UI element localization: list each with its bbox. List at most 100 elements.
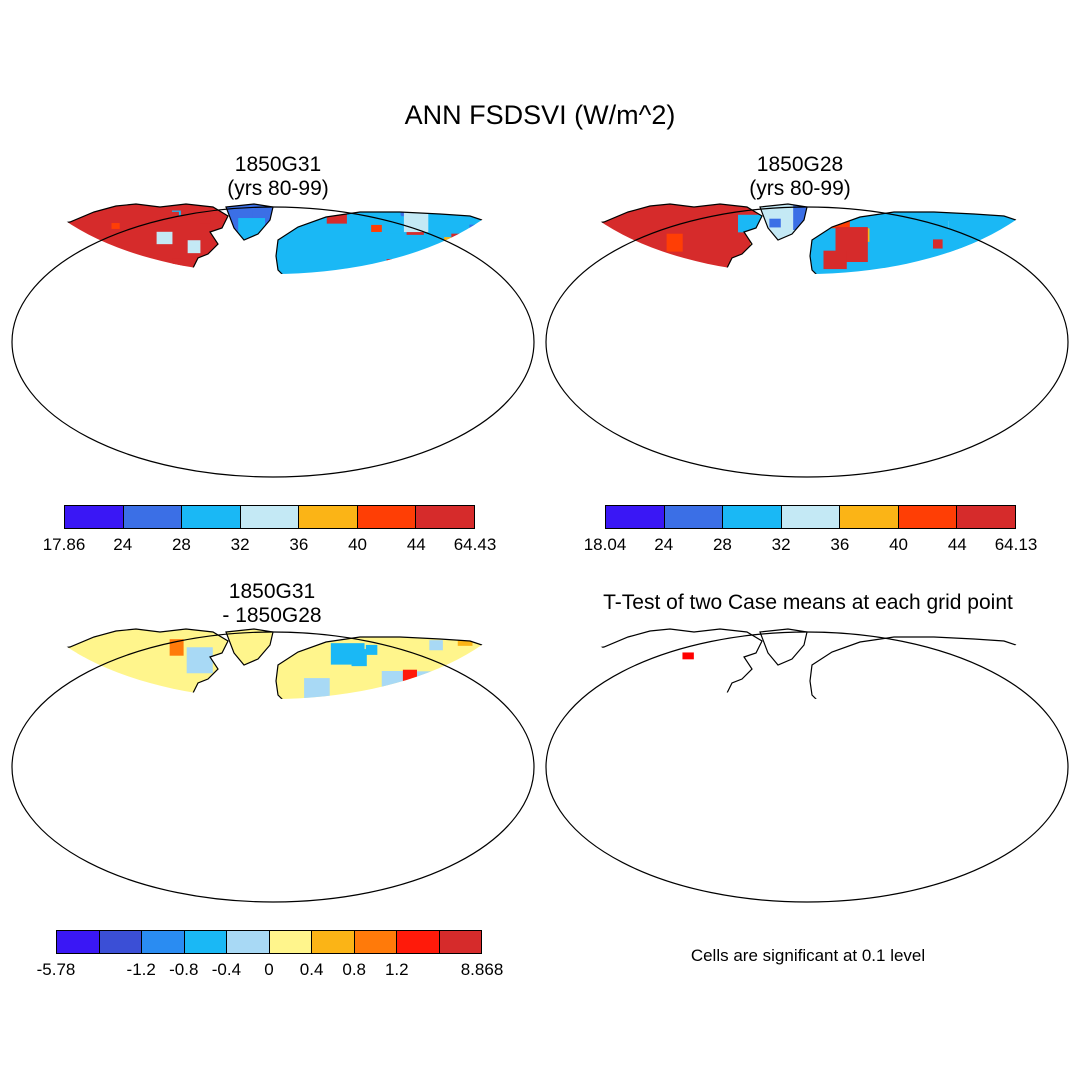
field-cell — [207, 434, 217, 445]
field-cell — [280, 327, 303, 345]
field-cell — [940, 299, 969, 319]
significant-cell — [825, 767, 830, 772]
field-cell — [862, 475, 891, 481]
field-cell — [816, 366, 847, 389]
field-cell — [452, 892, 473, 906]
field-cell — [94, 277, 110, 296]
field-cell — [633, 433, 654, 451]
field-cell — [884, 295, 910, 324]
field-cell — [453, 318, 462, 325]
field-cell — [472, 861, 484, 871]
field-cell — [890, 304, 899, 311]
field-cell — [63, 824, 90, 855]
field-cell — [399, 289, 431, 312]
field-cell — [204, 315, 237, 354]
field-cell — [770, 319, 797, 351]
field-cell — [560, 255, 574, 267]
field-cell — [190, 320, 204, 337]
field-cell — [705, 397, 736, 429]
field-cell — [375, 836, 395, 858]
field-cell — [120, 367, 137, 379]
field-cell — [967, 479, 978, 481]
map-difference — [8, 628, 538, 906]
field-cell — [28, 656, 53, 676]
field-cell — [866, 416, 888, 435]
field-cell — [84, 440, 106, 466]
field-cell — [657, 268, 674, 281]
field-cell — [434, 291, 444, 300]
significant-cell — [810, 795, 821, 806]
field-cell — [395, 285, 411, 301]
field-cell — [381, 298, 404, 317]
field-cell — [405, 418, 421, 429]
significant-cell — [672, 836, 679, 841]
field-cell — [241, 390, 262, 413]
field-cell — [172, 714, 199, 732]
field-cell — [137, 319, 164, 338]
field-cell — [408, 308, 429, 321]
field-cell — [485, 766, 506, 786]
field-cell — [343, 724, 364, 741]
field-cell — [584, 423, 616, 456]
field-cell — [181, 844, 196, 854]
field-cell — [91, 721, 109, 738]
field-cell — [495, 649, 503, 658]
field-cell — [372, 263, 405, 289]
field-cell — [667, 390, 675, 396]
field-cell — [504, 460, 517, 475]
field-cell — [51, 856, 69, 868]
significant-cell — [920, 712, 925, 715]
field-cell — [544, 391, 575, 417]
field-cell — [570, 261, 582, 275]
field-cell — [57, 474, 71, 481]
field-cell — [1015, 272, 1032, 283]
field-cell — [138, 698, 166, 728]
field-cell — [270, 429, 282, 440]
field-cell — [128, 352, 153, 381]
field-cell — [514, 686, 528, 698]
field-cell — [1042, 234, 1058, 246]
field-cell — [247, 804, 281, 836]
field-cell — [987, 329, 1014, 360]
field-cell — [351, 707, 374, 732]
field-cell — [717, 438, 733, 453]
field-cell — [790, 286, 803, 298]
field-cell — [75, 800, 108, 835]
field-cell — [399, 448, 432, 476]
field-cell — [426, 354, 456, 388]
field-cell — [670, 406, 680, 417]
field-cell — [410, 272, 423, 274]
field-cell — [384, 352, 405, 367]
field-cell — [593, 350, 602, 356]
field-cell — [311, 461, 324, 476]
field-cell — [883, 425, 894, 436]
field-cell — [387, 760, 399, 768]
significant-cell — [1055, 665, 1068, 681]
field-cell — [412, 809, 421, 816]
field-cell — [393, 712, 408, 725]
coastline — [759, 628, 808, 666]
field-cell — [374, 454, 384, 462]
field-cell — [278, 306, 308, 342]
field-cell — [150, 725, 172, 741]
field-cell — [620, 360, 654, 396]
field-cell — [742, 314, 762, 327]
field-cell — [11, 699, 35, 722]
field-cell — [358, 771, 386, 803]
field-cell — [740, 287, 773, 313]
field-cell — [156, 415, 173, 429]
field-cell — [885, 273, 894, 282]
field-cell — [929, 354, 948, 375]
field-cell — [452, 775, 479, 792]
field-cell — [146, 457, 165, 472]
field-cell — [65, 800, 92, 817]
field-cell — [332, 732, 347, 743]
field-cell — [431, 730, 455, 745]
field-cell — [689, 319, 714, 348]
field-cell — [223, 741, 243, 754]
field-cell — [557, 410, 582, 428]
field-cell — [154, 722, 169, 737]
field-cell — [33, 307, 54, 328]
field-cell — [339, 289, 355, 305]
field-cell — [154, 772, 177, 786]
